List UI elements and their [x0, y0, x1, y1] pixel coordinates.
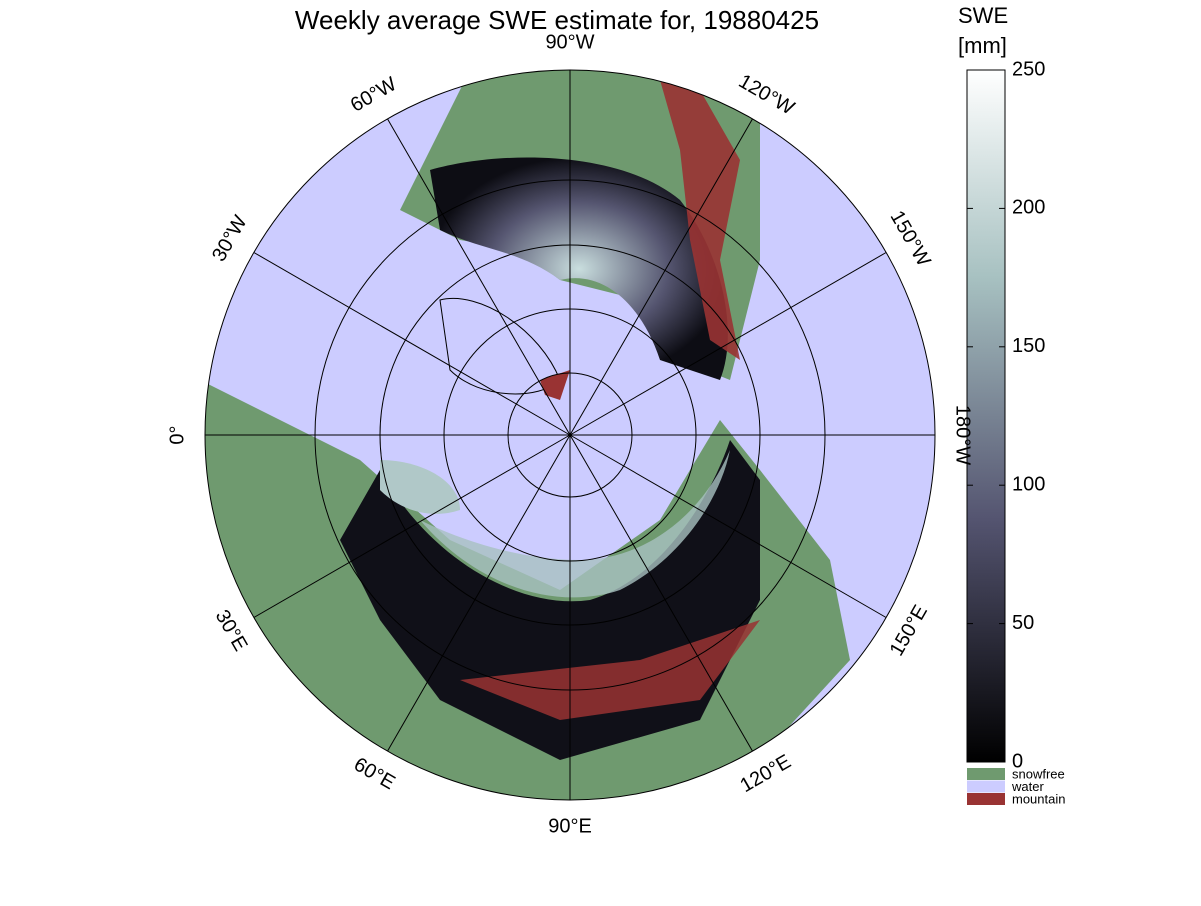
meridian-label: 120°W [735, 70, 798, 119]
colorbar-tick-label: 50 [1012, 612, 1034, 634]
meridian-label: 120°E [736, 751, 794, 797]
scandinavia-snow [380, 460, 460, 514]
legend-swatch [967, 780, 1005, 793]
legend-label: mountain [1012, 791, 1065, 806]
legend-swatch [967, 793, 1005, 805]
colorbar-tick-label: 200 [1012, 197, 1045, 219]
title: Weekly average SWE estimate for, 1988042… [295, 5, 819, 35]
meridian-label: 0° [166, 425, 188, 444]
meridian [569, 434, 887, 618]
meridian-label: 90°E [548, 815, 592, 837]
meridian-label: 30°E [211, 606, 252, 655]
meridian-label: 60°E [350, 753, 399, 794]
rockies [660, 80, 740, 360]
meridian [569, 118, 753, 436]
colorbar-label: [mm] [958, 33, 1007, 58]
colorbar [966, 69, 1006, 763]
legend-swatch [967, 768, 1005, 780]
meridian-label: 60°W [347, 73, 401, 117]
meridian-label: 180°W [952, 405, 974, 465]
graticule [204, 69, 936, 801]
meridian-label: 150°W [886, 207, 935, 270]
meridian [387, 118, 571, 436]
colorbar-label: SWE [958, 3, 1008, 28]
colorbar-tick-label: 100 [1012, 473, 1045, 495]
colorbar-tick-label: 0 [1012, 750, 1023, 772]
colorbar-tick-label: 250 [1012, 58, 1045, 80]
meridian [569, 434, 753, 752]
meridian [253, 252, 571, 436]
meridian-label: 90°W [545, 31, 594, 53]
legend-label: water [1011, 779, 1044, 794]
north-america-snow [430, 157, 728, 380]
central-asia-mountains [460, 620, 760, 720]
meridian-label: 150°E [886, 601, 932, 659]
legend-label: snowfree [1012, 766, 1065, 781]
meridian [253, 434, 571, 618]
meridian [569, 252, 887, 436]
meridian [387, 434, 571, 752]
colorbar-tick-label: 150 [1012, 335, 1045, 357]
meridian-label: 30°W [208, 212, 252, 266]
